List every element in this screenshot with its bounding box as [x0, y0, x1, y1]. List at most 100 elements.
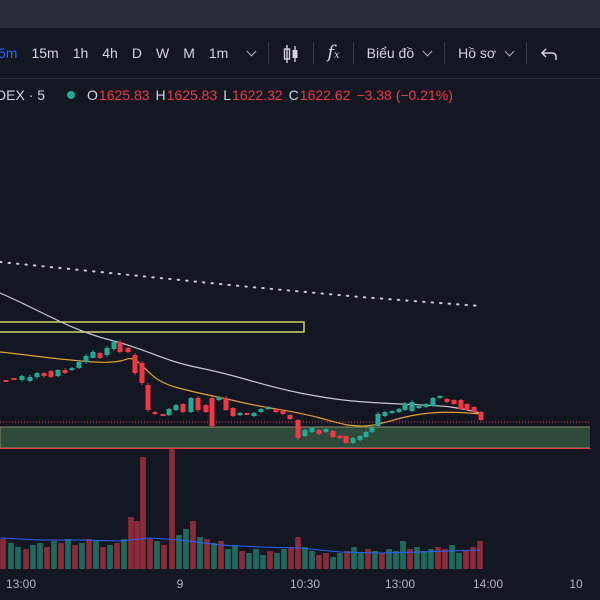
volume-bar: [302, 547, 308, 569]
candle-body: [280, 411, 286, 414]
fx-icon: 𝑓: [327, 42, 334, 63]
chevron-down-icon: [422, 46, 433, 57]
candle-body: [423, 404, 429, 407]
chart-pane[interactable]: [0, 79, 600, 600]
volume-bar: [365, 549, 371, 569]
interval-1h[interactable]: 1h: [72, 45, 89, 61]
volume-bar: [456, 553, 462, 569]
candle-body: [302, 430, 308, 436]
volume-bar: [65, 539, 71, 569]
volume-bar: [197, 537, 203, 569]
candle-body: [382, 412, 388, 416]
volume-bar: [379, 553, 385, 569]
undo-icon: [541, 48, 557, 61]
undo-button[interactable]: [533, 38, 565, 68]
volume-bar: [232, 545, 238, 569]
volume-bar: [114, 543, 120, 569]
candle-body: [323, 429, 329, 432]
candle-body: [41, 373, 47, 376]
volume-bar: [372, 551, 378, 569]
time-axis-label: 13:00: [5, 577, 37, 591]
volume-bar: [86, 539, 92, 569]
time-axis-label: 9: [176, 577, 184, 591]
volume-bar: [15, 547, 21, 569]
profile-button[interactable]: Hồ sơ: [451, 38, 520, 68]
candle-body: [244, 413, 250, 415]
interval-1m[interactable]: 1m: [208, 45, 229, 61]
candle-body: [180, 404, 186, 412]
candle-body: [416, 406, 422, 408]
candle-body: [117, 342, 123, 352]
indicators-button[interactable]: 𝑓x: [320, 38, 346, 68]
interval-m[interactable]: M: [183, 45, 195, 61]
volume-bar: [393, 551, 399, 569]
volume-bar: [477, 541, 483, 569]
volume-bar: [421, 551, 427, 569]
candle-body: [458, 400, 464, 409]
volume-bar: [169, 449, 175, 569]
interval-dropdown[interactable]: [235, 38, 262, 68]
candle-body: [337, 436, 343, 438]
interval-4h[interactable]: 4h: [102, 45, 118, 61]
candle-body: [139, 363, 145, 383]
candle-body: [330, 431, 336, 437]
volume-bar: [190, 521, 196, 569]
interval-d[interactable]: D: [131, 45, 142, 61]
volume-bar: [295, 537, 301, 569]
time-axis[interactable]: [0, 570, 600, 600]
volume-bar: [161, 545, 167, 569]
price-scale[interactable]: [590, 79, 600, 570]
volume-bar: [351, 547, 357, 569]
candle-body: [375, 414, 381, 426]
volume-bar: [211, 543, 217, 569]
volume-bar: [330, 557, 336, 569]
candle-type-button[interactable]: [275, 38, 307, 68]
volume-bar: [358, 553, 364, 569]
interval-15m[interactable]: 15m: [31, 45, 59, 61]
price-change: −3.38 (−0.21%): [356, 87, 453, 103]
candle-body: [409, 402, 415, 411]
candle-body: [62, 370, 68, 373]
time-axis-label: 10:30: [289, 577, 321, 591]
chart-type-button[interactable]: Biểu đồ: [360, 38, 438, 68]
volume-bar: [470, 547, 476, 569]
volume-bar: [30, 545, 36, 569]
ohlc-open-key: O: [87, 87, 98, 103]
toolbar-divider: [313, 42, 315, 64]
candle-body: [369, 427, 375, 432]
candle-body: [444, 399, 450, 402]
candle-body: [166, 409, 172, 415]
candle-body: [104, 348, 110, 355]
volume-bar: [414, 547, 420, 569]
interval-5m[interactable]: 5m: [0, 45, 18, 61]
candle-body: [34, 373, 40, 377]
interval-w[interactable]: W: [155, 45, 170, 61]
volume-bar: [260, 555, 266, 569]
candle-body: [464, 404, 470, 410]
volume-bar: [435, 547, 441, 569]
volume-bar: [428, 549, 434, 569]
volume-bar: [134, 521, 140, 569]
candle-body: [251, 413, 257, 416]
volume-bar: [176, 535, 182, 569]
chevron-down-icon: [246, 46, 257, 57]
resistance-zone: [0, 321, 305, 333]
candle-body: [357, 436, 363, 440]
market-status-dot: [67, 91, 76, 99]
volume-bar: [449, 545, 455, 569]
volume-bar: [323, 553, 329, 569]
candle-body: [265, 407, 271, 409]
volume-bar: [400, 541, 406, 569]
ohlc-close-key: C: [288, 87, 299, 103]
candle-body: [97, 353, 103, 358]
volume-bar: [239, 551, 245, 569]
candle-body: [343, 436, 349, 443]
candle-body: [11, 378, 17, 380]
volume-bar: [23, 549, 29, 569]
candle-body: [451, 400, 457, 404]
candle-body: [152, 412, 158, 414]
candle-body: [203, 405, 209, 412]
price-chart[interactable]: [0, 79, 600, 600]
volume-bar: [183, 529, 189, 569]
candle-body: [396, 409, 402, 412]
